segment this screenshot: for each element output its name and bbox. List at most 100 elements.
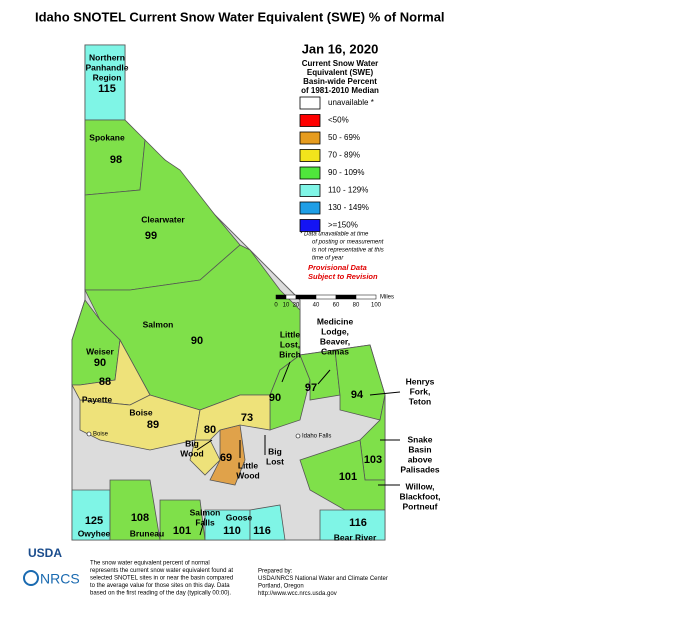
- basin-name: Little: [280, 329, 301, 339]
- basin-value: 94: [351, 389, 364, 401]
- basin-name: above: [408, 454, 433, 464]
- basin-name: Henrys: [406, 376, 435, 386]
- basin-name: Wood: [180, 448, 203, 458]
- legend-note: * Data unavailable at time: [300, 232, 369, 238]
- basin-area: [194, 394, 271, 441]
- scale-segment: [275, 294, 287, 300]
- basin-value: 90: [94, 357, 106, 369]
- footer-prepared: Prepared by:: [258, 569, 293, 575]
- city-dot: [86, 431, 92, 437]
- basin-name: Bear River: [334, 532, 377, 542]
- basin-name: Willow,: [406, 481, 435, 491]
- legend-title: of 1981-2010 Median: [301, 86, 379, 95]
- basin-name: Clearwater: [141, 214, 185, 224]
- basin-name: Bruneau: [130, 528, 164, 538]
- basin-name: Region: [93, 72, 122, 82]
- basin-value: 116: [253, 525, 271, 537]
- legend-title: Current Snow Water: [302, 59, 379, 68]
- basin-area: [334, 344, 386, 421]
- basin-name: Panhandle: [86, 62, 129, 72]
- legend-swatch: [299, 184, 321, 197]
- basin-name: Payette: [82, 394, 113, 404]
- city-label: Idaho Falls: [302, 434, 331, 440]
- basin-value: 90: [191, 335, 203, 347]
- basin-name: Blackfoot,: [399, 491, 440, 501]
- scale-segment: [285, 294, 297, 300]
- footer-description: selected SNOTEL sites in or near the bas…: [90, 576, 233, 582]
- basin-value: 115: [98, 83, 116, 95]
- legend-title: Equivalent (SWE): [307, 68, 374, 77]
- scale-segment: [295, 294, 317, 300]
- basin-name: Wood: [236, 470, 259, 480]
- basin-value: 97: [305, 382, 317, 394]
- basin-value: 69: [220, 452, 232, 464]
- basin-name: Boise: [129, 407, 152, 417]
- basin-area: [299, 439, 386, 511]
- scale-tick-label: 100: [371, 303, 382, 309]
- scale-tick-label: 80: [353, 303, 360, 309]
- footer-prepared: Portland, Oregon: [258, 584, 304, 590]
- basin-value: 98: [110, 154, 122, 166]
- basin-name: Fork,: [410, 386, 431, 396]
- basin-name: Beaver,: [320, 336, 350, 346]
- basin-name: Big: [185, 438, 199, 448]
- legend-label: unavailable *: [328, 98, 374, 107]
- basin-name: Weiser: [86, 346, 114, 356]
- legend-swatch: [299, 149, 321, 162]
- legend-note: of posting or measurement: [312, 240, 384, 246]
- footer-description: to the average value for those sites on …: [90, 583, 230, 589]
- legend-label: 70 - 89%: [328, 151, 360, 160]
- legend-swatch: [299, 131, 321, 145]
- scale-tick-label: 20: [293, 303, 300, 309]
- basin-name: Spokane: [89, 132, 125, 142]
- basin-name: Medicine: [317, 316, 354, 326]
- footer-description: based on the first reading of the day (t…: [90, 591, 231, 597]
- provisional-note: Subject to Revision: [308, 272, 378, 281]
- legend-label: 90 - 109%: [328, 168, 364, 177]
- city-dot: [295, 433, 301, 439]
- date: Jan 16, 2020: [302, 41, 379, 56]
- legend-label: <50%: [328, 116, 349, 125]
- basin-value: 99: [145, 230, 157, 242]
- legend-label: 130 - 149%: [328, 203, 369, 212]
- basin-name: Little: [238, 460, 259, 470]
- footer-description: represents the current snow water equiva…: [90, 568, 233, 574]
- footer-prepared: http://www.wcc.nrcs.usda.gov: [258, 591, 337, 597]
- basin-area: [319, 509, 386, 541]
- basin-name: Lost: [266, 456, 284, 466]
- basin-name: Snake: [407, 434, 432, 444]
- basin-name: Lost,: [280, 339, 300, 349]
- usda-logo: USDA: [28, 546, 62, 560]
- basin-value: 116: [349, 517, 367, 529]
- city-label: Boise: [93, 432, 109, 438]
- basin-name: Owyhee: [78, 528, 111, 538]
- basin-name: Big: [268, 446, 282, 456]
- provisional-note: Provisional Data: [308, 263, 367, 272]
- footer-prepared: USDA/NRCS National Water and Climate Cen…: [258, 576, 388, 582]
- basin-value: 101: [173, 525, 191, 537]
- legend-swatch: [299, 201, 321, 215]
- basin-name: Goose: [226, 512, 253, 522]
- legend-note: is not representative at this: [312, 248, 384, 254]
- legend-title: Basin-wide Percent: [303, 77, 377, 86]
- legend-note: time of year: [312, 256, 344, 262]
- basin-name: Salmon: [143, 319, 174, 329]
- legend-swatch: [299, 219, 321, 232]
- scale-tick-label: 0: [274, 303, 278, 309]
- basin-name: Portneuf: [403, 501, 438, 511]
- basin-value: 125: [85, 515, 103, 527]
- footer-description: The snow water equivalent percent of nor…: [90, 561, 210, 567]
- basin-value: 101: [339, 471, 357, 483]
- basin-value: 110: [223, 525, 241, 537]
- scale-segment: [335, 294, 357, 300]
- basin-name: Lodge,: [321, 326, 349, 336]
- legend-label: 110 - 129%: [328, 186, 368, 195]
- scale-tick-label: 10: [283, 303, 290, 309]
- basin-name: Teton: [409, 396, 432, 406]
- scale-tick-label: 60: [333, 303, 340, 309]
- basin-value: 108: [131, 512, 149, 524]
- scale-bar: 0 10 20 40 60 80 100 Miles: [274, 295, 394, 309]
- basin-name: Salmon: [190, 507, 221, 517]
- basin-name: Basin: [408, 444, 431, 454]
